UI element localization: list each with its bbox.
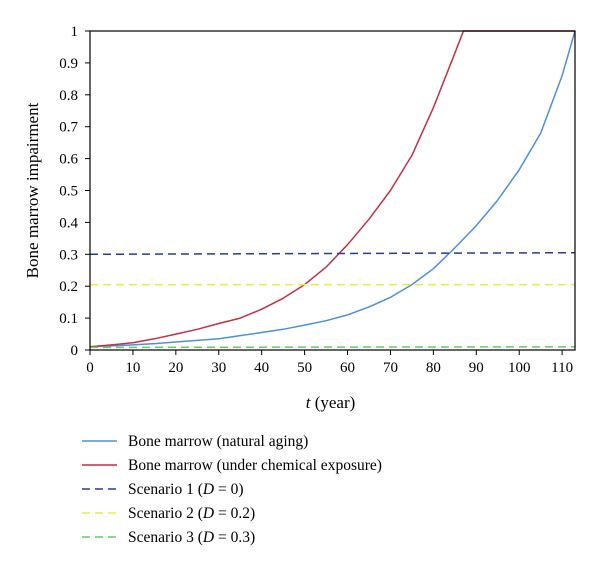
legend-label-part: D	[202, 481, 214, 498]
y-tick-label: 0.5	[59, 184, 78, 200]
y-axis-ticks: 0 0.1 0.2 0.3 0.4 0.5 0.6 0.7 0.8 0.9 1	[59, 24, 90, 359]
series-line-1	[89, 30, 576, 348]
y-tick-label: 1	[71, 24, 79, 40]
y-tick-label: 0.8	[59, 88, 78, 104]
x-axis-unit: (year)	[310, 393, 355, 412]
y-tick-label: 0.2	[59, 279, 78, 295]
legend-label-5: Scenario 3 (D = 0.3)	[128, 529, 255, 546]
series-line-3	[89, 251, 576, 256]
x-tick-label: 20	[168, 360, 183, 376]
x-tick-label: 30	[211, 360, 226, 376]
y-tick-label: 0.7	[59, 120, 78, 136]
x-tick-label: 10	[125, 360, 140, 376]
legend-label-4: Scenario 2 (D = 0.2)	[128, 505, 255, 522]
x-tick-label: 100	[508, 360, 531, 376]
x-tick-label: 110	[551, 360, 573, 376]
x-axis-title: t (year)	[306, 393, 356, 412]
legend-label-part: Scenario 2 (	[128, 505, 203, 522]
legend-label-part: Bone marrow (natural aging)	[128, 433, 308, 450]
y-tick-label: 0	[71, 343, 79, 359]
y-tick-label: 0.9	[59, 56, 78, 72]
x-tick-label: 60	[340, 360, 355, 376]
x-tick-label: 80	[426, 360, 441, 376]
x-tick-label: 0	[86, 360, 94, 376]
x-axis-ticks: 0 10 20 30 40 50 60 70 80 90 100 110	[86, 350, 573, 376]
y-tick-label: 0.4	[59, 215, 78, 231]
legend-label-part: D	[202, 529, 214, 546]
plot-lines	[89, 30, 576, 349]
legend: Bone marrow (natural aging) Bone marrow (…	[82, 433, 382, 546]
legend-label-3: Scenario 1 (D = 0)	[128, 481, 244, 498]
x-axis-variable: t	[306, 393, 312, 412]
plot-frame	[89, 30, 576, 351]
legend-label-2: Bone marrow (under chemical exposure)	[128, 457, 382, 474]
x-tick-label: 90	[469, 360, 484, 376]
legend-label-part: D	[202, 505, 214, 522]
y-axis-title: Bone marrow impairment	[23, 102, 42, 278]
x-tick-label: 70	[383, 360, 398, 376]
x-tick-label: 50	[297, 360, 312, 376]
legend-label-part: Scenario 3 (	[128, 529, 203, 546]
legend-label-part: Scenario 1 (	[128, 481, 203, 498]
y-tick-label: 0.3	[59, 247, 78, 263]
legend-label-part: = 0.2)	[214, 505, 255, 522]
x-tick-label: 40	[254, 360, 269, 376]
series-line-5	[89, 346, 576, 349]
y-tick-label: 0.6	[59, 152, 78, 168]
legend-label-part: Bone marrow (under chemical exposure)	[128, 457, 382, 474]
legend-label-part: = 0)	[214, 481, 243, 498]
legend-label-1: Bone marrow (natural aging)	[128, 433, 308, 450]
series-line-2	[89, 30, 575, 348]
legend-label-part: = 0.3)	[214, 529, 255, 546]
y-tick-label: 0.1	[59, 311, 78, 327]
